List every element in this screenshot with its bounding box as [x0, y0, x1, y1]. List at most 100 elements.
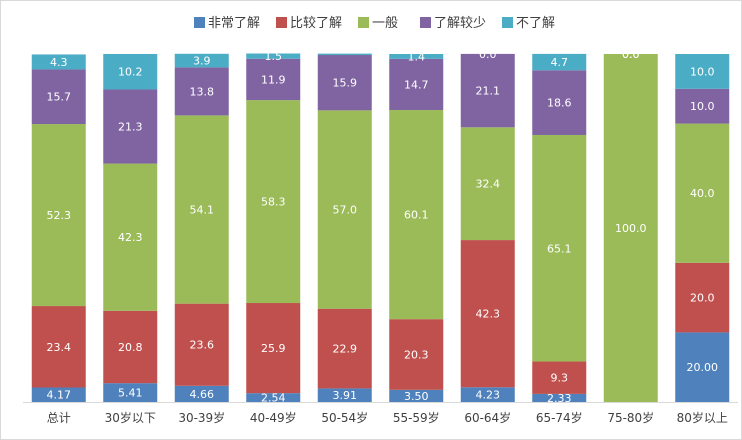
data-label: 9.3 [551, 372, 569, 385]
data-label: 0.0 [622, 48, 640, 61]
bar-segment [675, 262, 730, 333]
bar-segment [103, 89, 158, 164]
legend-label: 一般 [372, 15, 398, 31]
bar-segment [246, 58, 301, 101]
data-label: 22.9 [333, 343, 358, 356]
legend-swatch [420, 17, 431, 28]
data-label: 21.3 [118, 121, 143, 134]
bar-segment [675, 332, 730, 402]
data-label: 42.3 [476, 308, 501, 321]
bar-segment [460, 240, 515, 388]
data-label: 4.23 [476, 389, 501, 402]
bar-segment [246, 53, 301, 59]
bar-segment [317, 110, 372, 309]
data-label: 42.3 [118, 231, 143, 244]
data-label: 21.1 [476, 85, 501, 98]
category-label: 75-80岁 [607, 410, 654, 425]
bar-segment [246, 100, 301, 304]
data-label: 57.0 [333, 204, 358, 217]
bar-segment [31, 387, 86, 402]
data-label: 4.66 [190, 388, 215, 401]
bar-segment [389, 58, 444, 111]
category-label: 30-39岁 [178, 410, 225, 425]
legend-label: 了解较少 [434, 16, 486, 31]
data-label: 5.41 [118, 387, 143, 400]
data-label: 2.54 [261, 392, 286, 405]
bar-segment [532, 134, 587, 362]
data-label: 4.7 [551, 56, 569, 69]
data-label: 52.3 [47, 209, 72, 222]
bar-segment [460, 53, 515, 128]
bar-segment [31, 69, 86, 125]
data-label: 54.1 [190, 204, 215, 217]
data-label: 32.4 [476, 178, 501, 191]
bar-segment [389, 389, 444, 402]
data-label: 4.17 [47, 389, 72, 402]
legend-label: 非常了解 [208, 16, 260, 31]
bar-segment [31, 124, 86, 307]
bar-segment [532, 361, 587, 394]
legend-label: 比较了解 [290, 16, 342, 31]
data-label: 25.9 [261, 342, 286, 355]
bar-segment [532, 70, 587, 135]
category-label: 80岁以上 [677, 410, 728, 425]
legend-item: 一般 [358, 15, 398, 31]
legend-label: 不了解 [516, 16, 555, 31]
legend-swatch [194, 17, 205, 28]
data-label: 14.7 [404, 78, 429, 91]
data-label: 23.4 [47, 341, 72, 354]
bar-segment [103, 163, 158, 311]
data-label: 60.1 [404, 209, 429, 222]
data-label: 20.8 [118, 341, 143, 354]
bar-segment [675, 54, 730, 89]
bar-segment [103, 53, 158, 90]
data-label: 15.9 [333, 77, 358, 90]
data-label: 0.0 [479, 48, 497, 61]
category-label: 40-49岁 [250, 410, 297, 425]
bar-segment [246, 303, 301, 394]
data-label: 15.7 [47, 91, 72, 104]
data-label: 100.0 [615, 222, 647, 235]
data-label: 1.5 [265, 50, 283, 63]
data-label: 13.8 [190, 85, 215, 98]
bar-segment [103, 383, 158, 402]
bar-segment [103, 310, 158, 384]
data-label: 20.00 [687, 361, 719, 374]
bar-segment [317, 55, 372, 111]
data-label: 65.1 [547, 242, 572, 255]
legend-item: 了解较少 [420, 16, 486, 31]
legend-swatch [276, 17, 287, 28]
data-label: 18.6 [547, 97, 572, 110]
category-label: 50-54岁 [321, 410, 368, 425]
bar-segment [317, 308, 372, 389]
bar-segment [389, 319, 444, 390]
legend-item: 比较了解 [276, 16, 342, 31]
data-label: 3.9 [193, 55, 211, 68]
bar-segment [389, 54, 444, 59]
data-label: 23.6 [190, 339, 215, 352]
data-label: 10.0 [690, 65, 715, 78]
category-label: 总计 [47, 411, 71, 425]
bar-segment [174, 385, 229, 402]
legend-item: 非常了解 [194, 16, 260, 31]
bar-segment [174, 53, 229, 68]
data-label: 10.0 [690, 100, 715, 113]
category-label: 30岁以下 [105, 410, 156, 425]
data-label: 10.2 [118, 66, 143, 79]
data-label: 40.0 [690, 187, 715, 200]
data-label: 3.50 [404, 390, 429, 403]
bar-segment [174, 67, 229, 116]
bar-segment [31, 306, 86, 388]
bar-segment [603, 54, 658, 402]
bar-segment [675, 123, 730, 263]
bar-segment [675, 88, 730, 124]
data-label: 3.91 [333, 389, 358, 402]
legend-item: 不了解 [502, 16, 555, 31]
bar-segment [174, 303, 229, 386]
data-label: 20.3 [404, 348, 429, 361]
bar-segment [460, 127, 515, 241]
bar-segment [532, 393, 587, 402]
data-label: 58.3 [261, 196, 286, 209]
data-label: 4.3 [50, 56, 68, 69]
data-label: 2.33 [547, 392, 572, 405]
